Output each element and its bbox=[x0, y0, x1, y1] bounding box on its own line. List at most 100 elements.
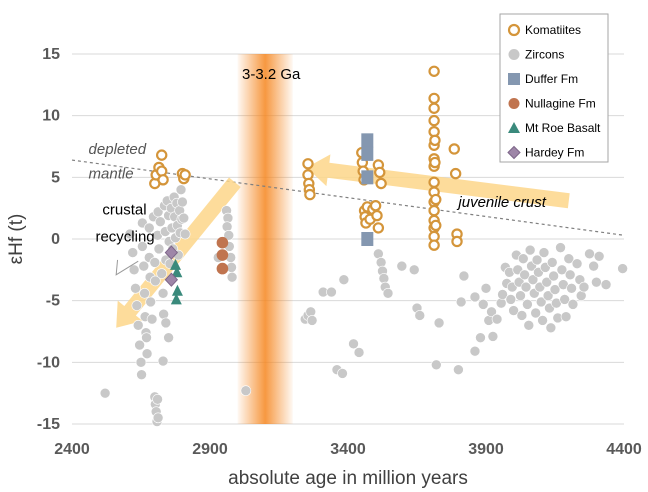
komatiite-point bbox=[428, 176, 440, 188]
komatiite-point bbox=[428, 92, 440, 105]
legend-label: Komatiites bbox=[525, 23, 581, 37]
komatiite-point bbox=[374, 166, 386, 179]
komatiite-point bbox=[428, 102, 440, 114]
zircon-point bbox=[305, 306, 317, 318]
zircon-point bbox=[453, 364, 464, 376]
zircon-point bbox=[480, 283, 492, 294]
komatiite-point bbox=[430, 219, 442, 232]
zircon-point bbox=[566, 283, 577, 294]
depleted-mantle-label: depleted bbox=[89, 141, 147, 158]
zircon-point bbox=[99, 387, 111, 399]
zircon-point bbox=[382, 287, 394, 299]
zircon-point bbox=[593, 250, 605, 262]
komatiite-point bbox=[428, 239, 440, 251]
zircon-point bbox=[149, 257, 161, 268]
zircon-point bbox=[486, 306, 497, 318]
zircon-point bbox=[337, 368, 348, 379]
zircon-point bbox=[131, 300, 143, 311]
komatiite-point bbox=[428, 114, 440, 127]
komatiite-point bbox=[369, 199, 382, 212]
legend-item-mt-roe-basalt: Mt Roe Basalt bbox=[508, 121, 601, 135]
legend-marker bbox=[507, 145, 521, 160]
komatiite-point bbox=[429, 156, 441, 169]
y-tick-label: -15 bbox=[37, 416, 60, 433]
zircon-point bbox=[124, 228, 136, 240]
zircon-point bbox=[155, 216, 166, 228]
zircon-point bbox=[527, 274, 539, 286]
komatiite-point bbox=[429, 134, 441, 147]
zircon-point bbox=[150, 275, 161, 287]
zircon-point bbox=[175, 184, 187, 195]
komatiite-point bbox=[157, 174, 169, 186]
komatiite-point bbox=[372, 222, 385, 234]
zircon-point bbox=[378, 273, 390, 284]
legend-marker bbox=[508, 73, 520, 85]
zircon-point bbox=[153, 243, 165, 255]
legend-marker bbox=[507, 23, 521, 37]
mt-roe-point bbox=[170, 258, 181, 270]
zircon-point bbox=[134, 339, 145, 351]
legend-marker bbox=[508, 98, 520, 109]
recycling-callout-line bbox=[115, 259, 139, 276]
zircon-point bbox=[537, 315, 548, 326]
zircon-point bbox=[545, 322, 557, 334]
zircon-point bbox=[571, 258, 583, 269]
zircon-point bbox=[469, 291, 481, 303]
x-tick-label: 2400 bbox=[54, 441, 90, 458]
zircon-point bbox=[146, 313, 158, 325]
y-axis-title: εHf (t) bbox=[6, 214, 27, 265]
zircon-point bbox=[515, 290, 526, 302]
data-points bbox=[99, 65, 628, 427]
zircon-point bbox=[535, 296, 547, 308]
zircon-point bbox=[617, 263, 628, 274]
zircon-point bbox=[588, 260, 599, 272]
zircon-point bbox=[396, 260, 408, 272]
zircon-point bbox=[549, 284, 561, 295]
zircon-point bbox=[326, 286, 337, 298]
legend-box bbox=[499, 13, 609, 163]
zircon-point bbox=[591, 276, 602, 288]
zircon-point bbox=[156, 268, 167, 279]
zircon-point bbox=[541, 276, 553, 288]
series-mt-roe-basalt bbox=[170, 258, 183, 305]
legend: Komatiites Zircons Duffer Fm Nullagine Fm Mt… bbox=[499, 13, 609, 163]
y-tick-label: -5 bbox=[46, 293, 60, 310]
zircon-point bbox=[531, 254, 543, 266]
zircon-point bbox=[519, 269, 530, 281]
zircon-point bbox=[414, 310, 426, 321]
legend-item-nullagine-fm: Nullagine Fm bbox=[508, 97, 596, 111]
zircon-point bbox=[559, 294, 570, 305]
zircon-point bbox=[143, 222, 155, 234]
legend-item-komatiites: Komatiites bbox=[507, 23, 581, 37]
zircon-point bbox=[177, 196, 188, 208]
juvenile-crust-label: juvenile crust bbox=[456, 194, 546, 211]
series-zircons bbox=[99, 184, 628, 427]
nullagine-point bbox=[216, 262, 229, 275]
series-komatiites bbox=[149, 65, 463, 251]
zircon-point bbox=[152, 412, 164, 424]
zircon-point bbox=[516, 310, 528, 321]
zircon-point bbox=[469, 345, 481, 357]
hardey-point bbox=[164, 245, 179, 260]
zircon-point bbox=[458, 270, 470, 282]
zircon-point bbox=[137, 241, 148, 252]
zircon-point bbox=[497, 289, 508, 300]
zircon-point bbox=[508, 305, 519, 316]
komatiite-point bbox=[428, 204, 440, 217]
zircon-point bbox=[475, 332, 486, 343]
x-tick-label: 4400 bbox=[606, 441, 642, 458]
zircon-point bbox=[179, 228, 191, 240]
zircon-point bbox=[477, 299, 489, 310]
legend-item-hardey-fm: Hardey Fm bbox=[507, 145, 584, 160]
komatiite-point bbox=[451, 235, 463, 248]
x-axis-title: absolute age in million years bbox=[228, 468, 468, 489]
zircon-point bbox=[353, 347, 365, 358]
zircon-point bbox=[157, 355, 169, 367]
mt-roe-point bbox=[171, 266, 183, 278]
zircon-point bbox=[567, 299, 579, 310]
zircon-point bbox=[600, 279, 612, 290]
zircon-point bbox=[431, 359, 442, 371]
zircon-point bbox=[538, 247, 550, 258]
zircon-point bbox=[375, 257, 387, 268]
x-tick-label: 3400 bbox=[330, 441, 366, 458]
